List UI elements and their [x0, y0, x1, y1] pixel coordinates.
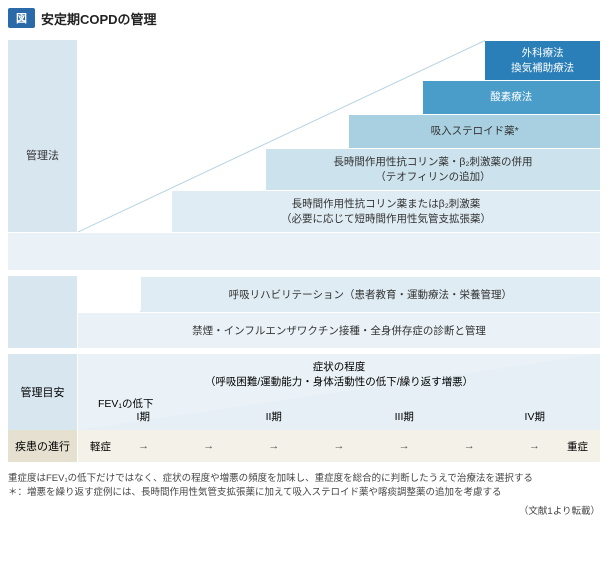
rehab-row: 呼吸リハビリテーション（患者教育・運動療法・栄養管理）禁煙・インフルエンザワクチ… — [8, 276, 600, 348]
arrow-icon: → — [138, 440, 149, 452]
chart: 管理法 外科療法換気補助療法酸素療法吸入ステロイド薬*長時間作用性抗コリン薬・β… — [8, 40, 600, 462]
arrow-icon: → — [399, 440, 410, 452]
arrow-icon: → — [333, 440, 344, 452]
footnote: 重症度はFEV₁の低下だけではなく、症状の程度や増悪の頻度を加味し、重症度を総合… — [8, 472, 600, 501]
mild-label: 軽症 — [90, 439, 111, 454]
citation: （文献1より転載） — [8, 503, 600, 517]
stage-label: IV期 — [470, 409, 601, 424]
stages-row: I期II期III期IV期 — [78, 409, 600, 424]
severe-label: 重症 — [567, 439, 588, 454]
mgmt-layer: 長時間作用性抗コリン薬またはβ₂刺激薬（必要に応じて短時間作用性気管支拡張薬） — [172, 190, 600, 232]
arrow-icon: → — [464, 440, 475, 452]
mgmt-layer: 外科療法換気補助療法 — [485, 40, 600, 80]
figure-title: 安定期COPDの管理 — [41, 9, 157, 28]
progress-label: 疾患の進行 — [8, 430, 78, 462]
mgmt-layer: 酸素療法 — [423, 80, 600, 114]
symptom-text: 症状の程度（呼吸困難/運動能力・身体活動性の低下/繰り返す増悪） — [78, 360, 600, 389]
management-layers: 外科療法換気補助療法酸素療法吸入ステロイド薬*長時間作用性抗コリン薬・β₂刺激薬… — [78, 40, 600, 270]
management-row: 管理法 外科療法換気補助療法酸素療法吸入ステロイド薬*長時間作用性抗コリン薬・β… — [8, 40, 600, 270]
guide-block: 管理目安 症状の程度（呼吸困難/運動能力・身体活動性の低下/繰り返す増悪） FE… — [8, 354, 600, 430]
progress-block: 疾患の進行 軽症 → → → → → → → 重症 — [8, 430, 600, 462]
rehab-layer: 禁煙・インフルエンザワクチン接種・全身併存症の診断と管理 — [78, 312, 600, 348]
progress-arrows: → → → → → → → — [111, 440, 567, 452]
arrow-icon: → — [529, 440, 540, 452]
title-row: 図 安定期COPDの管理 — [8, 8, 600, 28]
mgmt-layer: 長時間作用性抗コリン薬・β₂刺激薬の併用（テオフィリンの追加） — [266, 148, 600, 190]
rehab-layer: 呼吸リハビリテーション（患者教育・運動療法・栄養管理） — [141, 276, 600, 312]
progress-content: 軽症 → → → → → → → 重症 — [78, 439, 600, 454]
mgmt-layer: 吸入ステロイド薬* — [349, 114, 600, 148]
rehab-layers: 呼吸リハビリテーション（患者教育・運動療法・栄養管理）禁煙・インフルエンザワクチ… — [78, 276, 600, 348]
arrow-icon: → — [268, 440, 279, 452]
guide-label: 管理目安 — [8, 354, 78, 430]
rehab-label-col — [8, 276, 78, 348]
stage-label: I期 — [78, 409, 209, 424]
figure-container: 図 安定期COPDの管理 管理法 外科療法換気補助療法酸素療法吸入ステロイド薬*… — [0, 0, 608, 525]
stage-label: III期 — [339, 409, 470, 424]
figure-badge: 図 — [8, 8, 35, 28]
arrow-icon: → — [203, 440, 214, 452]
stage-label: II期 — [209, 409, 340, 424]
